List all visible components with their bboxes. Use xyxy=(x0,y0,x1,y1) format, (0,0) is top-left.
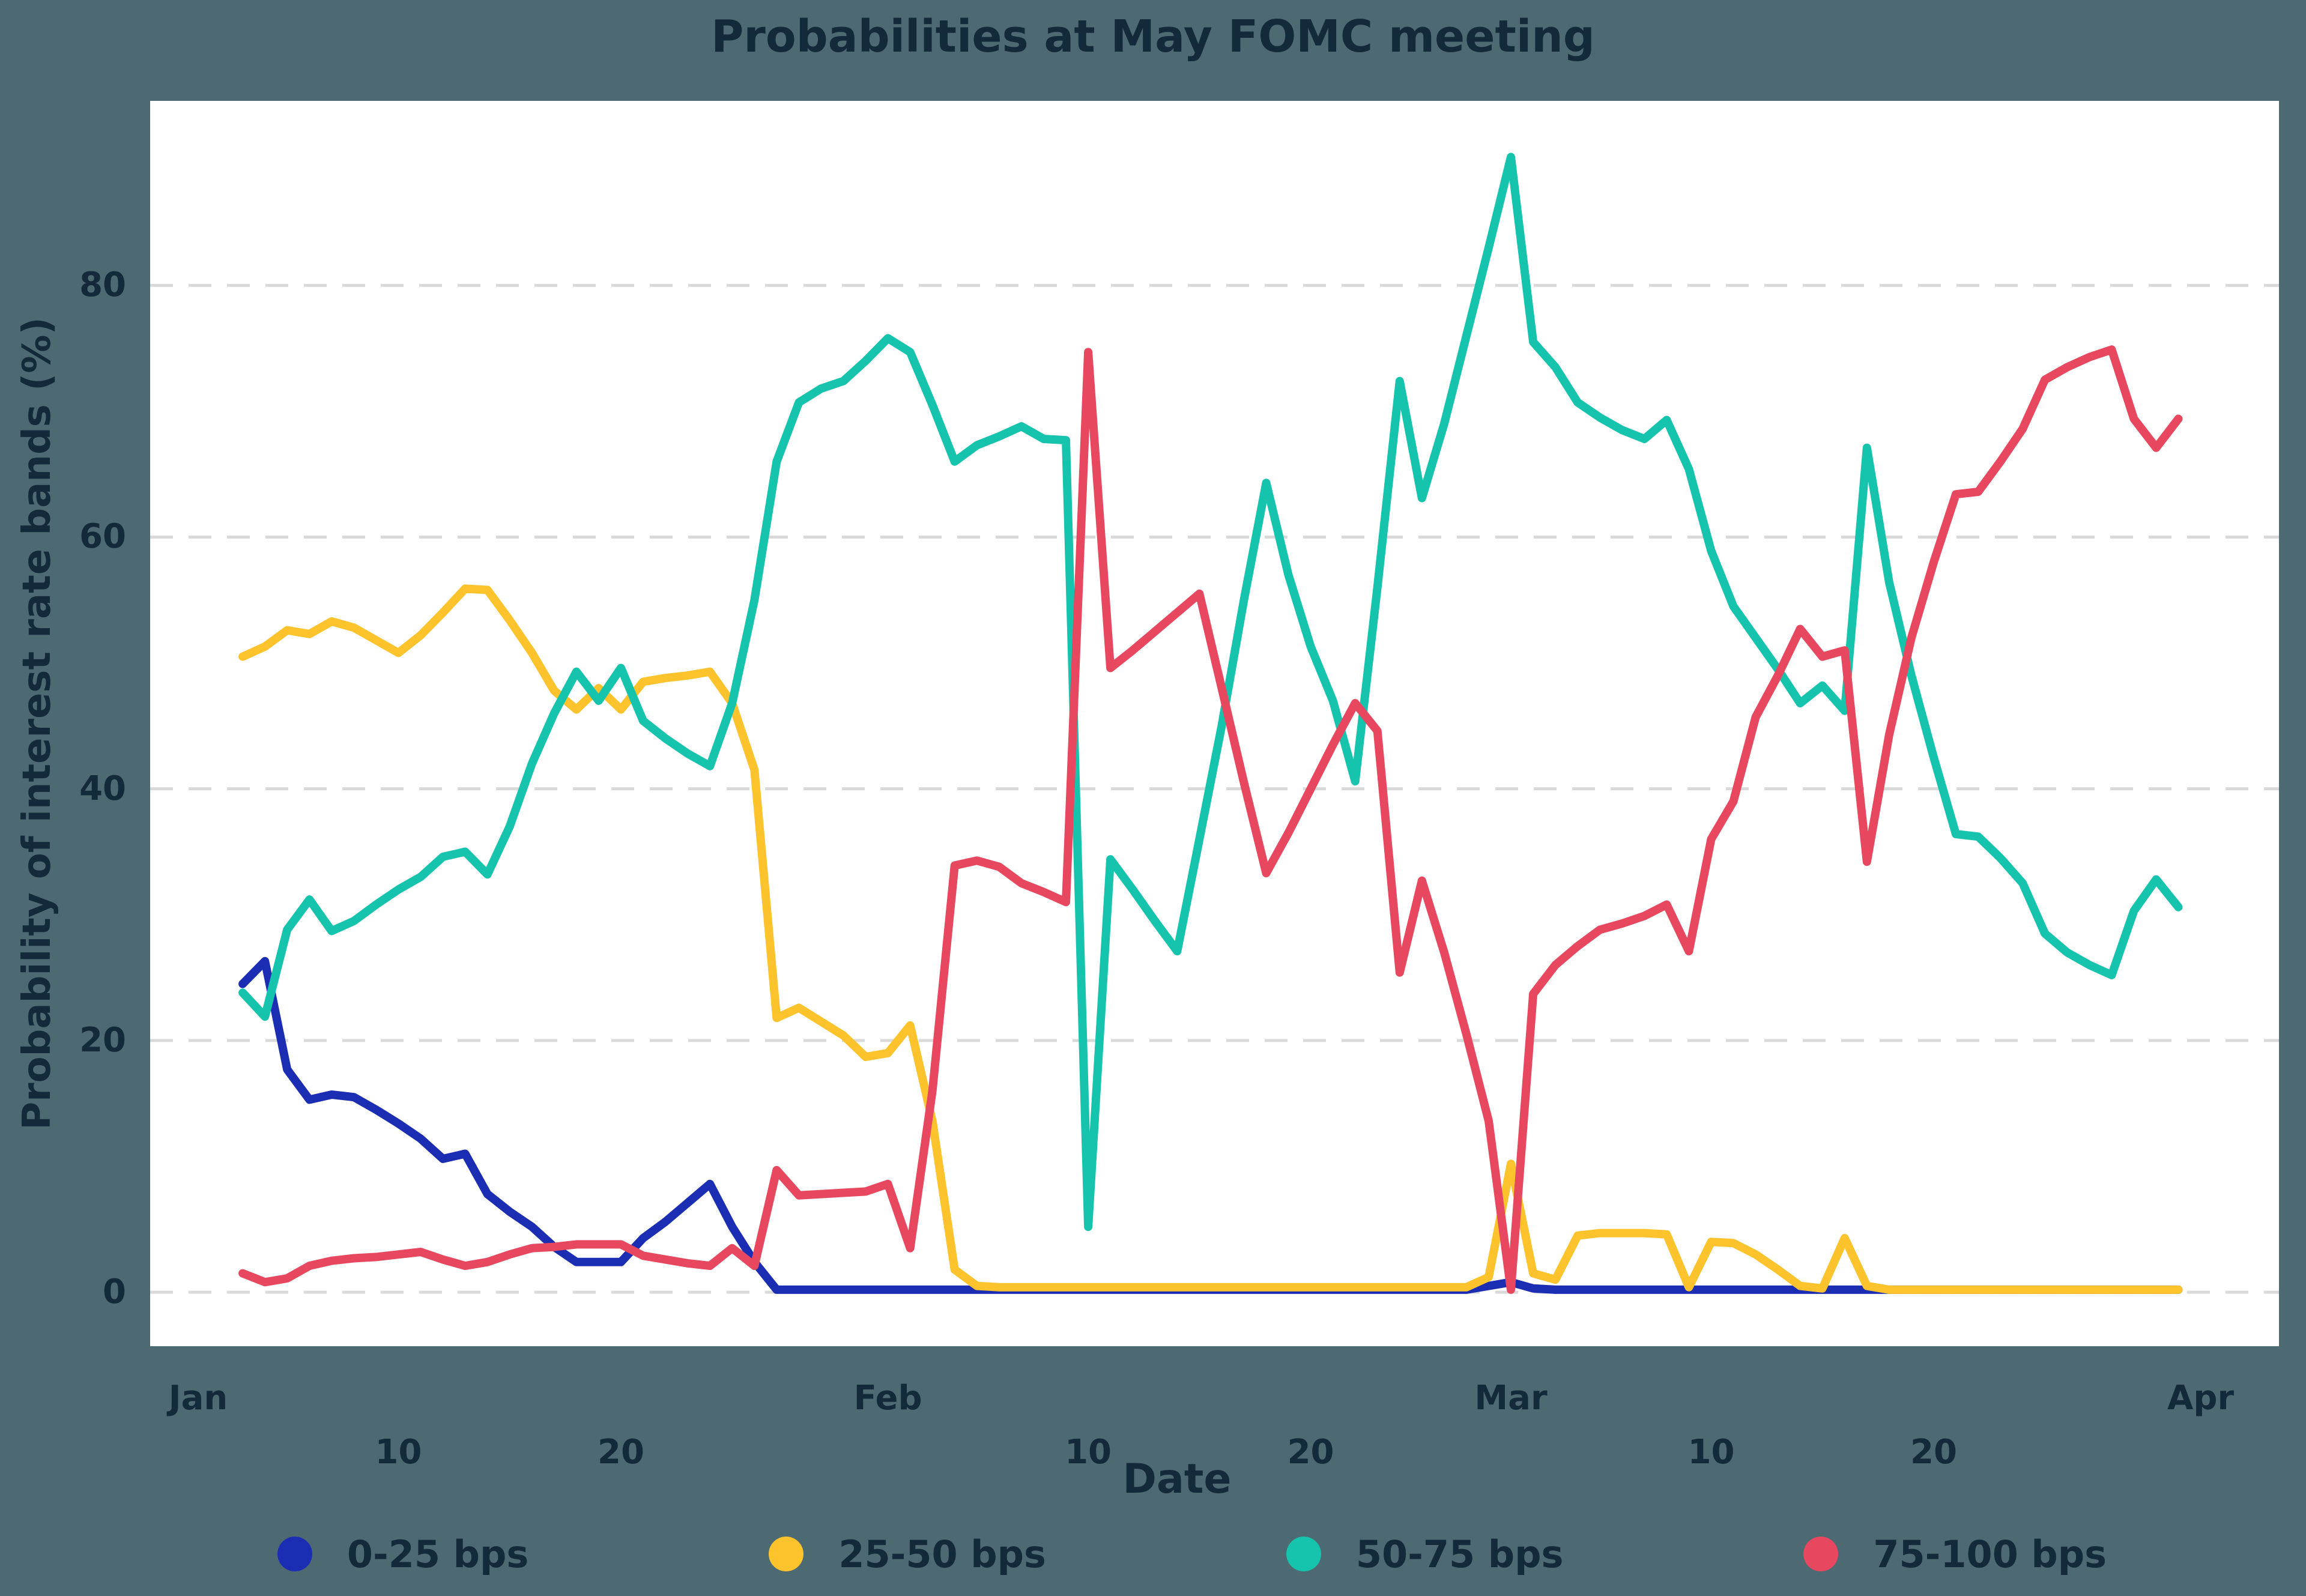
y-tick-0: 0 xyxy=(103,1272,126,1312)
x-tick-20-row2: 20 xyxy=(1287,1433,1334,1472)
legend: 0-25 bps 25-50 bps 50-75 bps 75-100 bps xyxy=(0,1518,2306,1590)
series-line-50-75-bps xyxy=(238,153,2183,1232)
y-tick-80: 80 xyxy=(79,265,126,305)
x-axis-title: Date xyxy=(1122,1455,1232,1503)
x-tick-10-row2: 10 xyxy=(1687,1433,1735,1472)
x-tick-Jan-row1: Jan xyxy=(168,1379,228,1418)
y-tick-60: 60 xyxy=(79,517,126,557)
series-line-25-50-bps xyxy=(238,584,2183,1294)
legend-label: 25-50 bps xyxy=(838,1532,1046,1576)
x-tick-20-row2: 20 xyxy=(1910,1433,1957,1472)
series-line-75-100-bps xyxy=(238,345,2183,1294)
legend-dot-icon xyxy=(769,1537,804,1571)
line-chart-canvas xyxy=(150,153,2279,1294)
x-tick-Mar-row1: Mar xyxy=(1474,1379,1548,1418)
legend-item-0-25-bps[interactable]: 0-25 bps xyxy=(277,1532,528,1576)
chart-title: Probabilities at May FOMC meeting xyxy=(711,11,1595,62)
legend-item-25-50-bps[interactable]: 25-50 bps xyxy=(769,1532,1046,1576)
series-line-0-25-bps xyxy=(238,957,2183,1294)
x-tick-20-row2: 20 xyxy=(598,1433,644,1472)
x-tick-10-row2: 10 xyxy=(1065,1433,1112,1472)
x-tick-10-row2: 10 xyxy=(375,1433,422,1472)
legend-label: 50-75 bps xyxy=(1355,1532,1564,1576)
x-tick-Feb-row1: Feb xyxy=(853,1379,922,1418)
y-tick-40: 40 xyxy=(79,769,126,808)
plot-area xyxy=(150,101,2279,1346)
y-tick-20: 20 xyxy=(79,1020,126,1060)
legend-dot-icon xyxy=(277,1537,312,1571)
legend-item-75-100-bps[interactable]: 75-100 bps xyxy=(1803,1532,2107,1576)
y-axis-title: Probability of interest rate bands (%) xyxy=(15,317,59,1130)
x-tick-Apr-row1: Apr xyxy=(2167,1379,2235,1418)
legend-dot-icon xyxy=(1803,1537,1839,1571)
legend-label: 75-100 bps xyxy=(1873,1532,2107,1576)
legend-item-50-75-bps[interactable]: 50-75 bps xyxy=(1286,1532,1564,1576)
legend-label: 0-25 bps xyxy=(347,1532,529,1576)
legend-dot-icon xyxy=(1286,1537,1321,1571)
